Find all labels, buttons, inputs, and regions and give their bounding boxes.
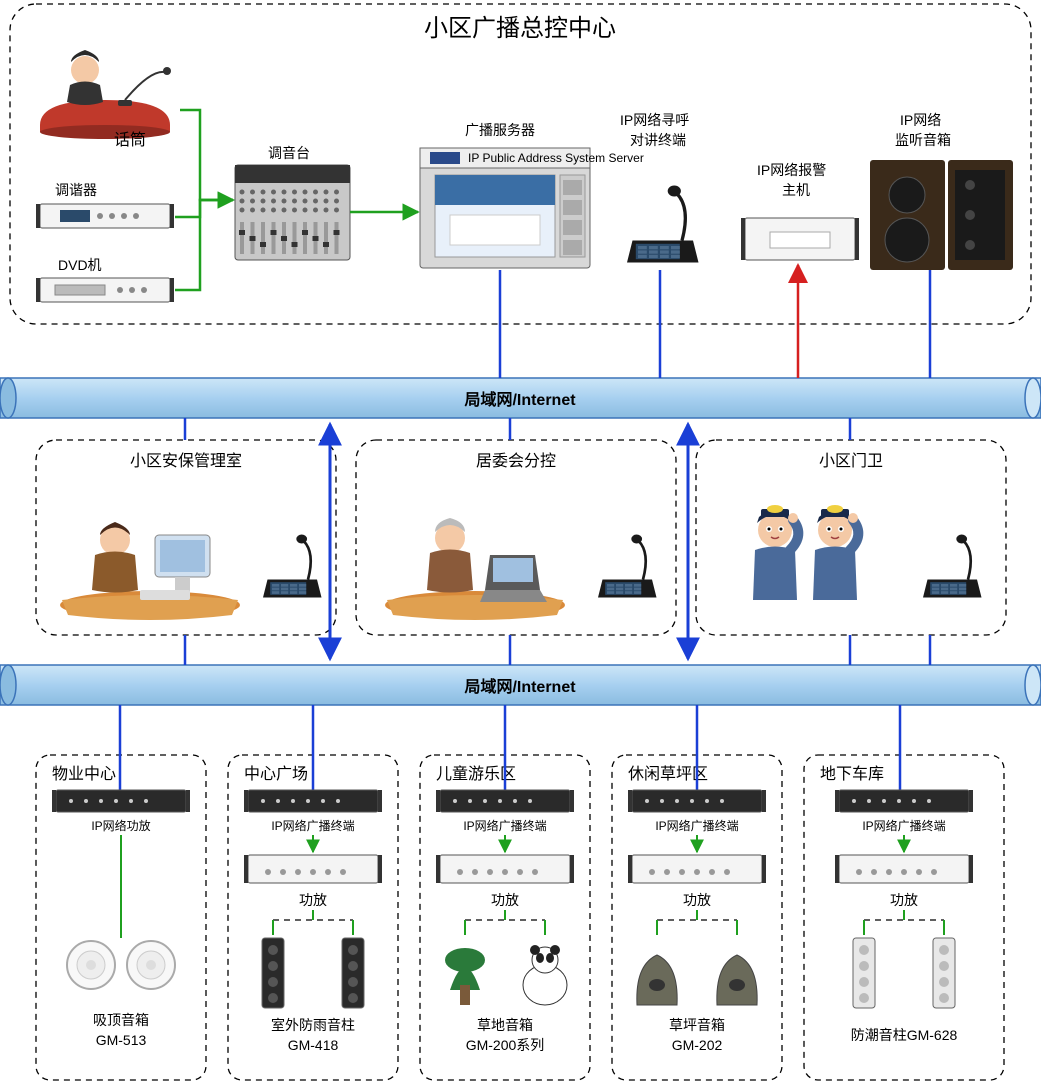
rack-device <box>52 790 190 812</box>
node2-label-3: 功放 <box>683 892 711 908</box>
node1-label-0: IP网络功放 <box>91 818 150 833</box>
network-label: 局域网/Internet <box>464 677 576 696</box>
person-desk-icon <box>60 522 240 620</box>
server-icon <box>420 148 590 268</box>
guards-icon <box>753 505 858 600</box>
bottom-title-0: 物业中心 <box>52 765 116 783</box>
rack-device <box>628 790 766 812</box>
node1-label-2: IP网络广播终端 <box>463 818 546 833</box>
rack-device <box>835 855 973 883</box>
top-title: 小区广播总控中心 <box>424 15 616 42</box>
label: GM-202 <box>672 1037 723 1053</box>
person-desk-icon <box>385 518 565 620</box>
rack-device <box>244 790 382 812</box>
node2-label-1: 功放 <box>299 892 327 908</box>
mixer-label: 调音台 <box>268 145 310 161</box>
node1-label-3: IP网络广播终端 <box>655 818 738 833</box>
rack-device <box>436 790 574 812</box>
rack-device <box>628 855 766 883</box>
mic-label: 话筒 <box>114 131 146 149</box>
green-connection <box>180 110 233 200</box>
rack-device <box>835 790 973 812</box>
label: 室外防雨音柱 <box>271 1017 355 1033</box>
server-label: 广播服务器 <box>465 122 535 138</box>
green-connection <box>175 200 233 290</box>
announcer-icon <box>40 50 171 139</box>
label: 草地音箱 <box>477 1017 533 1033</box>
mid-title-2: 小区门卫 <box>819 452 883 470</box>
intercom-icon <box>598 535 657 598</box>
label: 防潮音柱GM-628 <box>851 1027 958 1043</box>
node2-label-4: 功放 <box>890 892 918 908</box>
node1-label-4: IP网络广播终端 <box>862 818 945 833</box>
label: GM-513 <box>96 1032 147 1048</box>
intercom-icon <box>627 186 699 263</box>
alarm-label2: 主机 <box>782 182 810 198</box>
monitor-speaker-icon <box>870 160 1013 270</box>
node1-label-1: IP网络广播终端 <box>271 818 354 833</box>
rack-device <box>36 278 174 302</box>
monspk-label1: IP网络 <box>900 112 941 128</box>
rack-device <box>244 855 382 883</box>
mixer-icon <box>235 165 350 260</box>
rack-device <box>36 204 174 228</box>
rack-device <box>741 218 859 260</box>
intercom-icon <box>923 535 982 598</box>
alarm-label1: IP网络报警 <box>757 162 826 178</box>
monspk-label2: 监听音箱 <box>895 132 951 148</box>
label: GM-418 <box>288 1037 339 1053</box>
bottom-title-4: 地下车库 <box>820 765 884 783</box>
intercom-icon <box>263 535 322 598</box>
intercom-label1: IP网络寻呼 <box>620 112 689 128</box>
label: GM-200系列 <box>466 1037 545 1053</box>
label: 草坪音箱 <box>669 1017 725 1033</box>
node2-label-2: 功放 <box>491 892 519 908</box>
mid-title-0: 小区安保管理室 <box>130 452 242 470</box>
green-connection <box>175 200 233 217</box>
label: 吸顶音箱 <box>93 1012 149 1028</box>
dvd-label: DVD机 <box>58 257 102 273</box>
bottom-title-1: 中心广场 <box>244 765 308 783</box>
tuner-label: 调谐器 <box>55 182 97 198</box>
mid-title-1: 居委会分控 <box>476 452 556 470</box>
rack-device <box>436 855 574 883</box>
intercom-label2: 对讲终端 <box>630 132 686 148</box>
label: IP Public Address System Server <box>468 151 644 165</box>
network-label: 局域网/Internet <box>464 390 576 409</box>
system-diagram: 小区广播总控中心话筒调谐器 DVD机 调音台 广播服务器 IP Public Addre… <box>0 0 1041 1089</box>
